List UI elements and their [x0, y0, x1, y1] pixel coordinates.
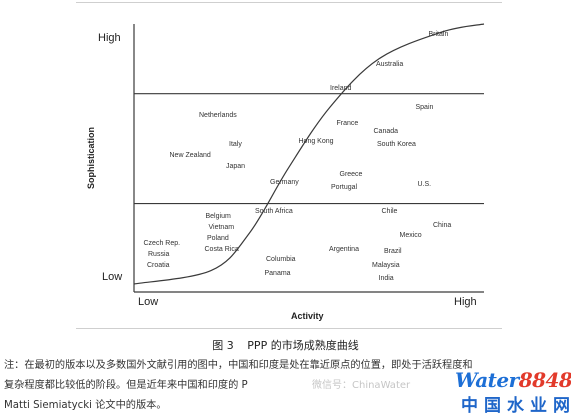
country-label: Australia — [376, 60, 404, 68]
x-axis-title: Activity — [291, 311, 324, 321]
country-label: Japan — [226, 162, 246, 170]
country-label: Czech Rep. — [143, 240, 181, 248]
country-label: Vietnam — [208, 224, 235, 232]
figure-title: PPP 的市场成熟度曲线 — [247, 339, 359, 352]
country-label: India — [378, 275, 394, 283]
logo-chinese: 中国水业网 — [461, 396, 571, 416]
country-label: China — [433, 221, 452, 229]
country-label: Mexico — [399, 232, 422, 240]
country-label: Canada — [373, 127, 399, 135]
maturity-curve — [133, 23, 485, 285]
country-label: U.S. — [417, 181, 432, 189]
footnote-line-1: 注：在最初的版本以及多数国外文献引用的图中，中国和印度是处在靠近原点的位置，即处… — [4, 360, 473, 371]
country-label: Argentina — [329, 245, 359, 253]
figure-number: 图 3 — [212, 339, 234, 352]
country-label: Portugal — [331, 183, 358, 191]
country-label: France — [336, 119, 359, 127]
wechat-watermark: 微信号：ChinaWater — [312, 380, 411, 391]
y-tick-high: High — [98, 32, 121, 44]
figure-caption: 图 3 PPP 的市场成熟度曲线 — [0, 337, 571, 353]
chart-svg — [133, 23, 485, 293]
country-label: Greece — [339, 170, 363, 178]
country-label: Ireland — [330, 84, 352, 92]
country-label: Spain — [415, 103, 434, 111]
y-axis-title: Sophistication — [86, 127, 96, 190]
figure-frame: High Low Low High Activity Sophisticatio… — [76, 2, 502, 329]
water8848-logo: Water8848 中国水业网 — [455, 368, 571, 416]
logo-english: Water8848 — [455, 368, 571, 392]
country-label: South Korea — [377, 141, 416, 149]
band-lines — [134, 93, 484, 205]
country-label: Costa Rica — [204, 245, 239, 253]
footnote-line-3: Matti Siemiatycki 论文中的版本。 — [4, 400, 167, 411]
footnote: 注：在最初的版本以及多数国外文献引用的图中，中国和印度是处在靠近原点的位置，即处… — [4, 356, 569, 416]
country-label: Malaysia — [372, 261, 400, 269]
footnote-line-2: 复杂程度都比较低的阶段。但是近年来中国和印度的 P — [4, 380, 248, 391]
country-label: Poland — [207, 234, 229, 242]
country-label: Germany — [270, 178, 299, 186]
country-label: Britain — [428, 31, 449, 39]
country-label: Chile — [381, 208, 398, 216]
country-label: Hong Kong — [298, 138, 334, 146]
country-label: Columbia — [266, 256, 296, 264]
country-label: New Zealand — [169, 151, 211, 159]
country-label: Belgium — [205, 213, 231, 221]
country-label: Croatia — [147, 261, 170, 269]
country-label: Brazil — [384, 248, 402, 256]
country-label: Netherlands — [199, 111, 237, 119]
country-label: Italy — [229, 141, 242, 149]
country-label: Russia — [148, 250, 170, 258]
x-tick-high: High — [454, 296, 477, 308]
x-tick-low: Low — [138, 296, 159, 308]
country-label: South Africa — [255, 208, 293, 216]
y-tick-low: Low — [102, 271, 123, 283]
country-label: Panama — [264, 269, 291, 277]
